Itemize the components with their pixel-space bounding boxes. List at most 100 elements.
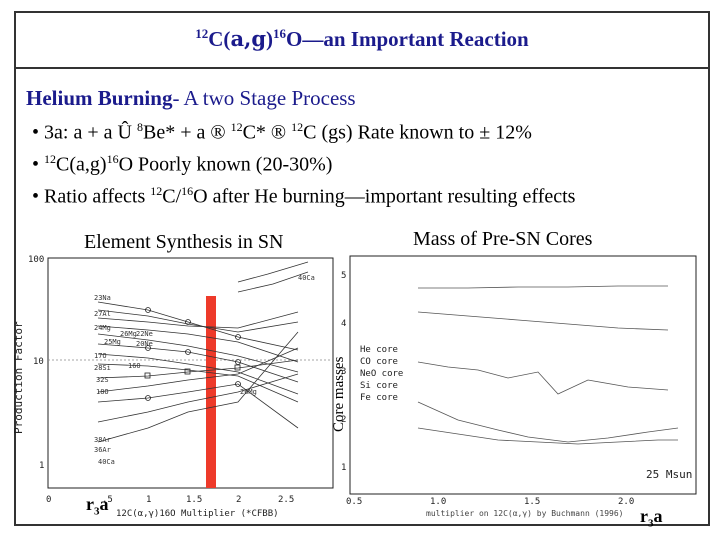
curve-4 (97, 325, 299, 363)
b1-t5: + (82, 121, 104, 144)
marker-3 (235, 334, 241, 340)
curve-2 (97, 309, 299, 333)
label-ne-22: 22Ne (136, 330, 153, 338)
marker-6 (235, 359, 241, 365)
series-he-core (418, 285, 668, 289)
curve-7 (97, 353, 299, 395)
b1-t2: a (54, 121, 63, 144)
slide-frame (14, 11, 710, 526)
right-series (417, 285, 679, 445)
title-divider (14, 67, 710, 69)
label-ar-38: 38Ar (94, 436, 111, 444)
right-y-tick-2: 2 (341, 415, 346, 425)
label-mg-26: 26Mg (120, 330, 137, 338)
label-mg-26-right: 26Mg (240, 388, 257, 396)
label-na-23: 23Na (94, 294, 111, 302)
left-x-tick-1: 1 (146, 495, 151, 505)
element-synthesis-label: Element Synthesis in SN (84, 231, 284, 253)
curve-8 (97, 363, 299, 403)
b1-t13: C* ® (242, 121, 292, 144)
left-r3a-sub: 3 (94, 505, 100, 518)
curve-5 (97, 333, 299, 373)
b1-t8: 8 (136, 120, 143, 134)
right-y-tick-5: 5 (341, 271, 346, 281)
right-x-tick-1-5: 1.5 (524, 497, 540, 507)
bullet-ratio: • Ratio affects 12C/16O after He burning… (32, 184, 575, 209)
b1-t3: : (62, 121, 74, 144)
mass-note: 25 Msun (646, 468, 692, 481)
series-si-core (417, 401, 679, 443)
curve-3 (97, 311, 299, 329)
core-mass-plot: 5 4 3 2 1 0.5 1.0 1.5 2.0 multiplier on … (341, 255, 697, 518)
series-co-core (417, 311, 669, 331)
curve-12 (97, 373, 299, 423)
right-r3a-sub: 3 (648, 517, 654, 530)
marker-11 (235, 381, 241, 387)
b1-t6: a (103, 121, 113, 144)
slide-title: 12C(a,g)16O—an Important Reaction (14, 26, 710, 52)
b2-t5: ) (99, 153, 107, 176)
left-x-tick-0: 0 (46, 495, 51, 505)
b2-t1: • (32, 153, 45, 176)
legend-co-core: CO core (360, 357, 398, 367)
left-x-tick-0-5: .5 (102, 495, 113, 505)
b2-t4: a,g (76, 153, 100, 176)
element-synthesis-plot: Production Factor 100 10 1 0 .5 1 1.5 2 … (12, 255, 334, 519)
left-curves (97, 261, 309, 443)
right-y-tick-4: 4 (341, 319, 346, 329)
left-x-axis-label: 12C(α,γ)16O Multiplier (*CFBB) (116, 509, 279, 519)
marker-5 (185, 349, 191, 355)
left-r3a-a: a (99, 494, 109, 514)
b1-t7: Û (112, 121, 137, 144)
right-x-tick-0-5: 0.5 (346, 497, 362, 507)
left-x-tick-1-5: 1.5 (186, 495, 202, 505)
label-si-28: 28Si (94, 364, 111, 372)
label-o-16: 16O (128, 362, 141, 370)
left-r3a-r: r (86, 494, 94, 514)
b1-t15: C (gs) Rate known to ± 12% (303, 121, 532, 144)
b3-t2: 12 (150, 184, 163, 198)
b3-t5: O after He burning—important resulting e… (193, 185, 576, 208)
curve-14 (237, 261, 309, 283)
b1-t9: Be* + (142, 121, 197, 144)
bullet-poorly-known: • 12C(a,g)16O Poorly known (20-30%) (32, 152, 332, 177)
left-r3a-label: r3a (86, 494, 109, 518)
label-mg-24: 24Mg (94, 324, 111, 332)
right-x-caption: multiplier on 12C(α,γ) by Buchmann (1996… (426, 509, 623, 518)
legend-neo-core: NeO core (360, 369, 403, 379)
title-text: O—an Important Reaction (286, 27, 529, 51)
label-ne-20: 20Ne (136, 340, 153, 348)
b3-t4: 16 (181, 184, 194, 198)
title-mass-16: 16 (273, 26, 287, 41)
title-alpha-gamma: a,g (230, 26, 267, 51)
b2-t3: C( (56, 153, 77, 176)
heading-bold: Helium Burning (26, 86, 173, 110)
left-element-labels: 40Ca 23Na 27Al 24Mg 26Mg 25Mg 20Ne 22Ne … (94, 274, 315, 466)
marker-8 (184, 368, 191, 375)
curve-10 (97, 347, 299, 393)
core-masses-axis-label: Core masses (331, 356, 347, 432)
marker-9 (234, 364, 241, 371)
curve-13 (97, 331, 299, 443)
label-s-32: 32S (96, 376, 109, 384)
curve-15 (237, 271, 309, 293)
curve-11 (97, 383, 299, 429)
right-y-tick-3: 3 (341, 367, 346, 377)
left-plot-box (47, 257, 334, 489)
title-paren: ) (266, 27, 274, 51)
right-plot-box (349, 255, 697, 495)
legend-si-core: Si core (360, 381, 398, 391)
b2-t2: 12 (44, 152, 57, 166)
right-x-tick-2-0: 2.0 (618, 497, 634, 507)
curve-1 (97, 301, 299, 351)
b1-t10: a (196, 121, 206, 144)
legend-he-core: He core (360, 345, 398, 355)
right-x-tick-1-0: 1.0 (430, 497, 446, 507)
pre-sn-cores-label: Mass of Pre-SN Cores (413, 228, 593, 250)
label-mg-25: 25Mg (104, 338, 121, 346)
left-y-tick-100: 100 (28, 255, 44, 265)
label-ca-40-bottom: 40Ca (98, 458, 115, 466)
title-mass-12: 12 (195, 26, 209, 41)
b1-t4: a (73, 121, 83, 144)
b1-t14: 12 (291, 120, 304, 134)
